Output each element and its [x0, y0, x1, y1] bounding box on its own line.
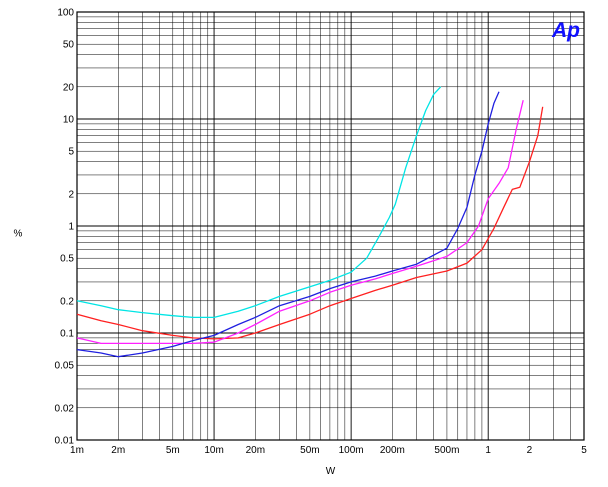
series-line-2 [76, 106, 544, 340]
y-tick-label: 0.1 [60, 329, 74, 340]
y-tick-label: 0.02 [55, 403, 75, 414]
y-tick-label: 5 [68, 147, 74, 158]
x-tick-label: 1m [70, 445, 84, 456]
series-line-3 [76, 100, 524, 345]
y-tick-label: 2 [68, 189, 74, 200]
x-tick-labels: 1m 2m 5m 10m 20m 50m 100m 200m 500m 1 2 5 [70, 445, 587, 456]
x-tick-label: 10m [204, 445, 223, 456]
y-tick-label: 20 [63, 82, 75, 93]
x-axis-label: W [326, 466, 336, 477]
grid-lines [76, 11, 585, 441]
y-tick-labels: 0.01 0.02 0.05 0.1 0.2 0.5 1 2 5 10 20 50 100 [55, 8, 75, 447]
y-tick-label: 0.05 [55, 361, 75, 372]
x-tick-label: 100m [339, 445, 364, 456]
x-tick-label: 500m [434, 445, 459, 456]
ap-logo: Ap [551, 19, 580, 42]
y-tick-label: 0.2 [60, 296, 74, 307]
x-tick-label: 20m [246, 445, 265, 456]
series-line-4 [76, 91, 500, 358]
y-tick-label: 0.5 [60, 254, 74, 265]
x-tick-label: 2 [527, 445, 533, 456]
y-tick-label: 100 [57, 8, 74, 19]
series-line-1 [76, 86, 442, 319]
x-tick-label: 50m [300, 445, 319, 456]
y-tick-label: 10 [63, 115, 75, 126]
x-tick-label: 2m [111, 445, 125, 456]
x-tick-label: 5 [581, 445, 587, 456]
y-axis-label: % [14, 228, 23, 239]
y-tick-label: 0.01 [55, 436, 75, 447]
x-tick-label: 1 [485, 445, 491, 456]
plot-frame [76, 11, 585, 441]
y-tick-label: 50 [63, 40, 75, 51]
series-lines [76, 86, 544, 358]
x-tick-label: 5m [166, 445, 180, 456]
y-tick-label: 1 [68, 222, 74, 233]
x-tick-label: 200m [380, 445, 405, 456]
